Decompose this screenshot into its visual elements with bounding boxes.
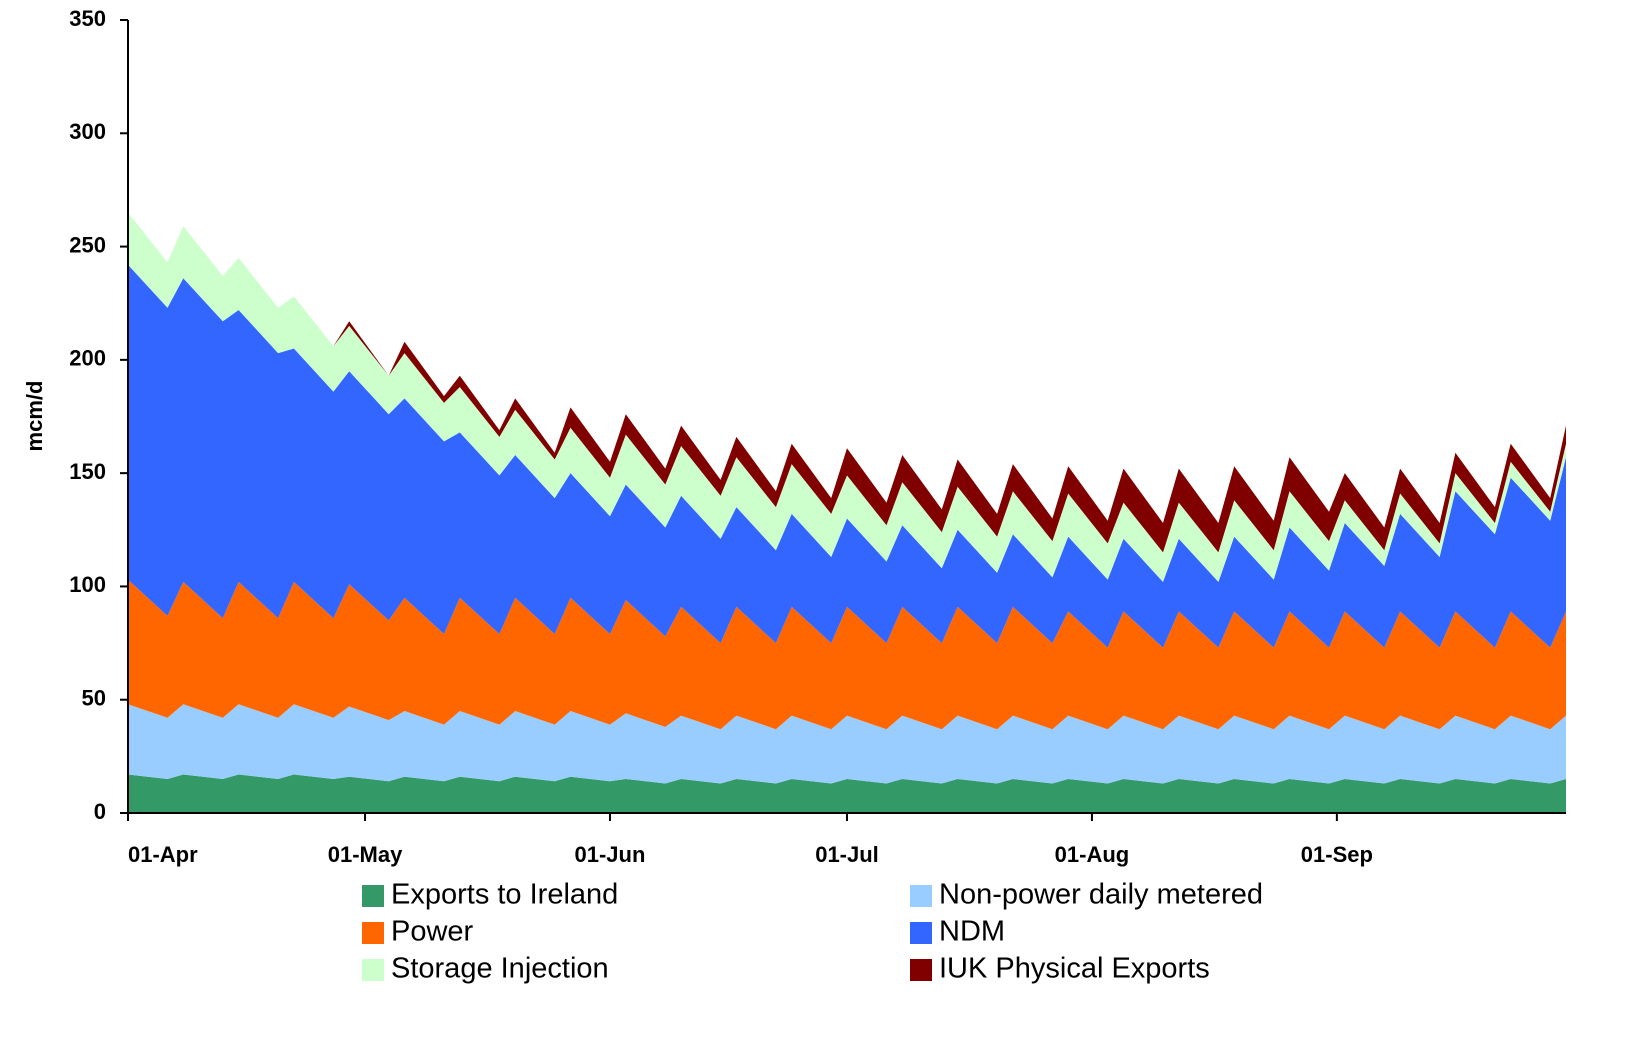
legend-label: Non-power daily metered <box>939 879 1263 911</box>
y-tick-label: 200 <box>69 346 106 371</box>
legend-label: Power <box>391 916 474 948</box>
legend-swatch <box>362 959 384 981</box>
x-tick-label: 01-Apr <box>128 842 198 867</box>
y-tick-label: 350 <box>69 6 106 31</box>
legend-label: IUK Physical Exports <box>939 953 1210 985</box>
y-axis-label: mcm/d <box>22 381 47 452</box>
legend-swatch <box>362 885 384 907</box>
x-tick-label: 01-May <box>328 842 403 867</box>
legend-swatch <box>910 885 932 907</box>
x-tick-label: 01-Jun <box>575 842 646 867</box>
legend-swatch <box>910 922 932 944</box>
y-tick-label: 100 <box>69 572 106 597</box>
area <box>128 264 1566 648</box>
y-tick-label: 0 <box>94 799 106 824</box>
area <box>128 774 1566 813</box>
legend-label: NDM <box>939 916 1005 948</box>
legend-label: Exports to Ireland <box>391 879 618 911</box>
area <box>128 579 1566 730</box>
legend-label: Storage Injection <box>391 953 609 985</box>
x-tick-label: 01-Sep <box>1301 842 1373 867</box>
legend-swatch <box>910 959 932 981</box>
y-tick-label: 50 <box>82 686 106 711</box>
x-tick-label: 01-Jul <box>815 842 879 867</box>
area <box>128 212 1566 553</box>
legend-swatch <box>362 922 384 944</box>
area <box>128 704 1566 784</box>
y-tick-label: 250 <box>69 232 106 257</box>
area <box>128 212 1566 582</box>
x-tick-label: 01-Aug <box>1055 842 1130 867</box>
y-tick-label: 300 <box>69 119 106 144</box>
y-tick-label: 150 <box>69 459 106 484</box>
